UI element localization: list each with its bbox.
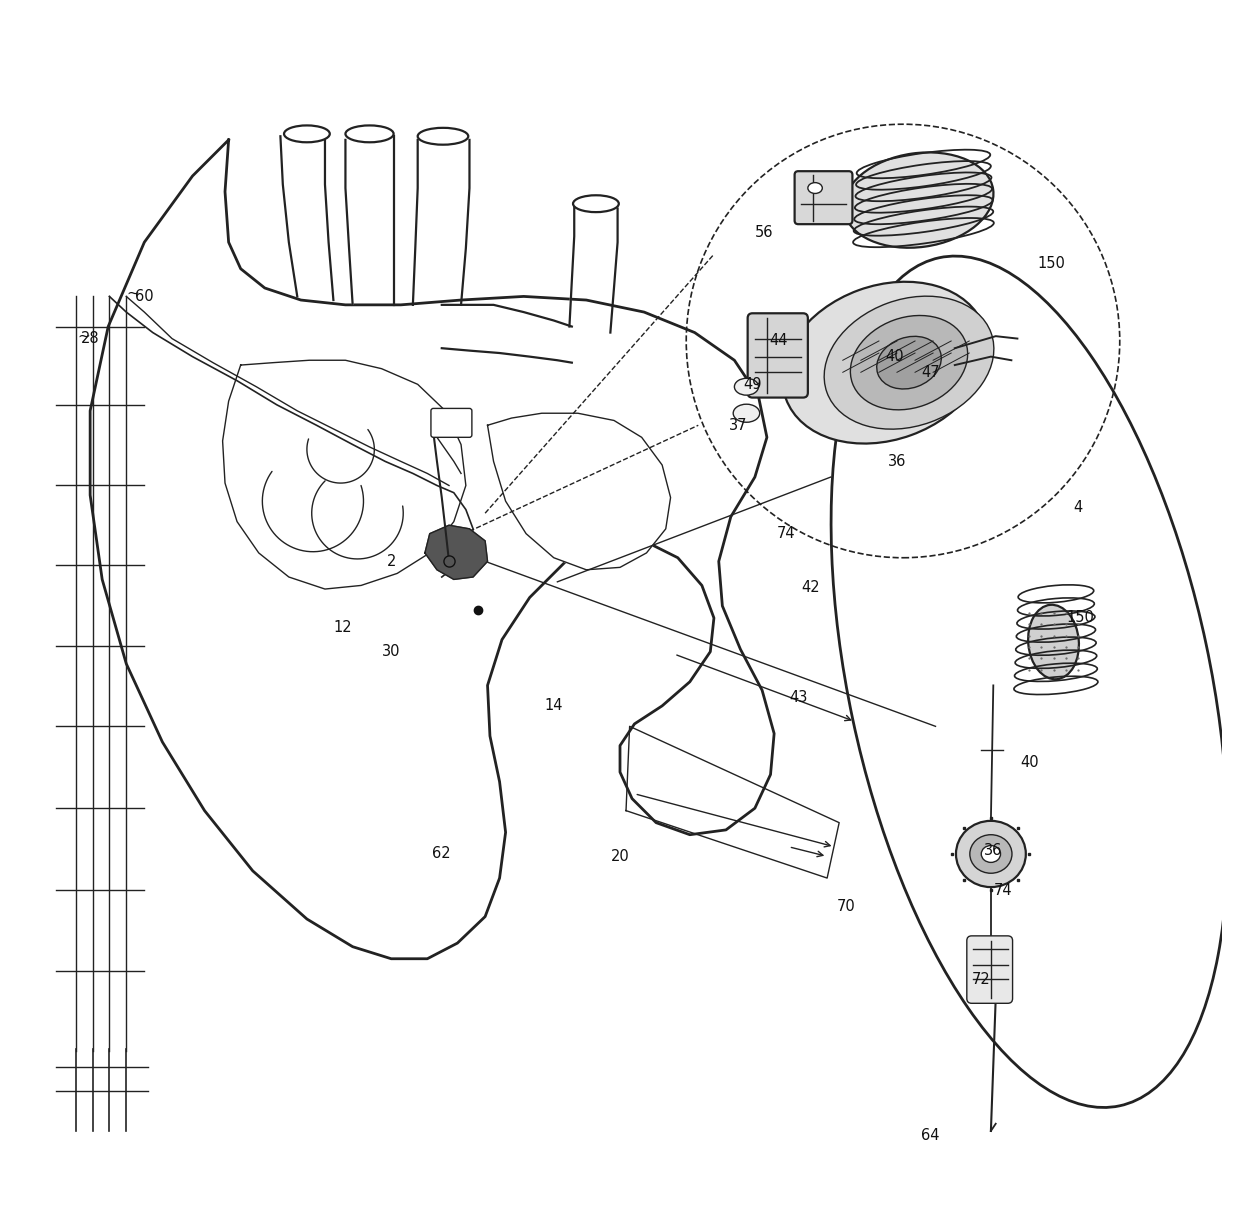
Text: 36: 36 <box>888 454 906 468</box>
Ellipse shape <box>807 182 822 193</box>
Text: 150: 150 <box>1037 256 1065 272</box>
Text: 56: 56 <box>755 225 774 240</box>
Ellipse shape <box>831 256 1228 1108</box>
Text: 42: 42 <box>801 581 820 595</box>
Text: 70: 70 <box>837 899 856 915</box>
Polygon shape <box>413 140 418 305</box>
Polygon shape <box>441 305 572 327</box>
Polygon shape <box>223 360 466 589</box>
Ellipse shape <box>734 378 759 395</box>
Text: 2: 2 <box>387 554 396 568</box>
Text: 150: 150 <box>1066 611 1094 625</box>
Ellipse shape <box>970 835 1012 873</box>
Text: 64: 64 <box>921 1129 940 1143</box>
Polygon shape <box>91 140 774 958</box>
Polygon shape <box>346 140 352 305</box>
Text: 14: 14 <box>544 699 563 713</box>
Text: 60: 60 <box>135 288 154 304</box>
Ellipse shape <box>1028 605 1079 680</box>
Ellipse shape <box>284 126 330 142</box>
Text: 44: 44 <box>770 333 789 349</box>
Text: ~: ~ <box>78 328 91 344</box>
Polygon shape <box>626 727 839 877</box>
Polygon shape <box>487 413 671 570</box>
Text: 62: 62 <box>433 846 451 862</box>
Ellipse shape <box>956 821 1025 887</box>
Text: 40: 40 <box>1021 754 1039 770</box>
Text: 12: 12 <box>334 620 352 635</box>
FancyBboxPatch shape <box>432 408 472 437</box>
Text: 74: 74 <box>993 882 1012 898</box>
Ellipse shape <box>981 846 1001 863</box>
Polygon shape <box>280 136 298 297</box>
Text: 20: 20 <box>610 849 630 864</box>
Text: 4: 4 <box>1073 500 1083 514</box>
Text: 37: 37 <box>729 418 748 433</box>
Polygon shape <box>425 525 487 579</box>
Text: 40: 40 <box>885 349 904 365</box>
Text: 28: 28 <box>81 331 99 346</box>
Text: ~: ~ <box>126 285 139 301</box>
Text: 43: 43 <box>789 690 807 705</box>
Ellipse shape <box>851 315 967 410</box>
FancyBboxPatch shape <box>967 935 1013 1003</box>
Polygon shape <box>569 204 574 327</box>
Ellipse shape <box>844 152 993 247</box>
FancyBboxPatch shape <box>748 314 807 397</box>
Ellipse shape <box>782 281 987 443</box>
FancyBboxPatch shape <box>795 171 852 225</box>
Ellipse shape <box>418 128 469 145</box>
Ellipse shape <box>733 404 760 422</box>
Ellipse shape <box>877 337 941 389</box>
Ellipse shape <box>825 296 993 430</box>
Text: 74: 74 <box>777 526 796 541</box>
Text: 36: 36 <box>985 842 1002 858</box>
Text: 47: 47 <box>921 365 940 380</box>
Ellipse shape <box>573 196 619 212</box>
Text: 72: 72 <box>972 972 991 986</box>
Ellipse shape <box>346 126 393 142</box>
Text: 49: 49 <box>743 377 761 392</box>
Text: 30: 30 <box>382 645 401 659</box>
